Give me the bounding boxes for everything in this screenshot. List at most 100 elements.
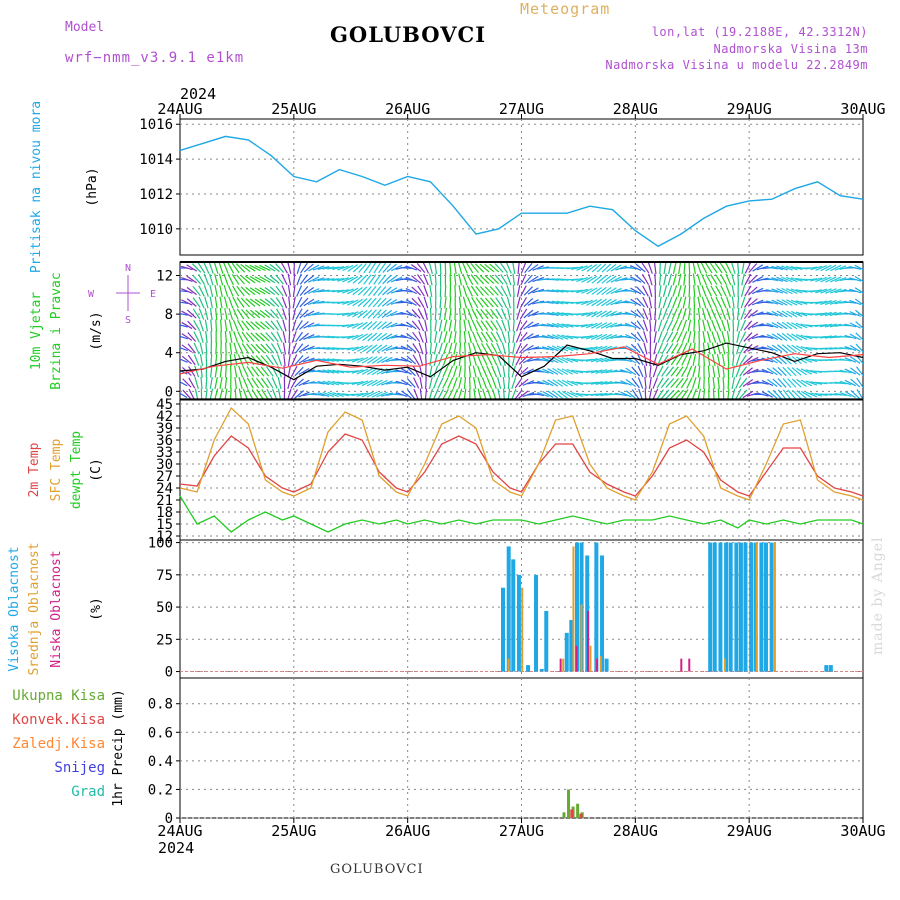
wind-arrow [687, 307, 691, 321]
wind-arrow [444, 284, 447, 298]
y-tick-label: 0.6 [148, 725, 173, 741]
wind-arrow [705, 296, 712, 309]
wind-arrow [303, 287, 315, 295]
wind-arrow [352, 322, 364, 329]
wind-arrow [527, 287, 539, 295]
wind-arrow [479, 263, 490, 273]
wind-arrow [696, 273, 702, 286]
wind-arrow [214, 353, 218, 367]
wind-arrow [332, 277, 345, 282]
wind-arrow [351, 333, 364, 341]
wind-arrow [505, 262, 512, 274]
wind-arrow [259, 309, 271, 319]
wind-arrow [317, 266, 330, 270]
wind-arrow [298, 391, 310, 398]
wind-arrow [546, 323, 559, 328]
wind-arrow [511, 354, 516, 366]
cloud-bar-1 [580, 604, 583, 672]
wind-arrow [204, 319, 209, 332]
wind-arrow [739, 342, 747, 355]
y-tick-label: 1016 [139, 117, 173, 133]
wind-arrow [182, 389, 192, 400]
wind-arrow [193, 320, 201, 331]
wind-arrow [502, 376, 506, 390]
wind-arrow [203, 285, 209, 297]
wind-arrow [630, 287, 642, 295]
wind-arrow [476, 354, 483, 366]
temp-line-dewpt-temp [179, 495, 864, 533]
wind-arrow [725, 285, 732, 297]
cloud-bar-0 [604, 658, 609, 672]
wind-arrow [439, 296, 442, 309]
wind-arrow [495, 319, 503, 332]
wind-arrow [288, 307, 291, 321]
wind-arrow [434, 262, 438, 275]
wind-arrow [209, 365, 213, 378]
y-tick-label: 21 [156, 493, 173, 509]
wind-arrow [624, 289, 637, 293]
wind-arrow [275, 308, 284, 320]
wind-arrow [777, 344, 788, 353]
wind-arrow [224, 376, 228, 390]
wind-arrow [432, 377, 439, 389]
wind-arrow [265, 354, 274, 366]
wind-arrow [725, 262, 732, 274]
wind-arrow [192, 263, 202, 273]
wind-arrow [227, 262, 235, 274]
wind-arrow [496, 354, 502, 366]
wind-arrow [656, 389, 664, 400]
wind-arrow [683, 273, 686, 286]
wind-arrow [181, 288, 193, 294]
wind-arrow [619, 324, 632, 327]
wind-arrow [590, 334, 603, 340]
wind-arrow [327, 391, 340, 398]
wind-arrow [214, 296, 218, 309]
wind-arrow [453, 262, 457, 275]
wind-arrow [512, 330, 516, 344]
wind-arrow [523, 286, 533, 296]
wind-arrow [475, 274, 485, 285]
wind-arrow [772, 389, 782, 400]
wind-arrow [663, 262, 667, 275]
wind-arrow [229, 365, 232, 378]
wind-arrow [719, 262, 728, 274]
wind-arrow [657, 331, 663, 343]
wind-arrow [635, 274, 646, 285]
wind-arrow [180, 347, 188, 352]
footer-station: GOLUBOVCI [330, 862, 424, 877]
cloud-bar-0 [728, 542, 733, 672]
wind-arrow [452, 377, 458, 389]
wind-arrow [682, 284, 687, 298]
wind-arrow [657, 342, 663, 355]
wind-arrow [234, 365, 238, 378]
wind-arrow [606, 275, 617, 284]
wind-arrow [377, 286, 387, 296]
wind-arrow [317, 369, 330, 374]
wind-arrow [227, 285, 234, 297]
wind-arrow [373, 262, 381, 274]
wind-arrow [405, 265, 418, 271]
precip-bar-0 [567, 789, 571, 818]
wind-arrow [466, 285, 473, 297]
wind-arrow [218, 273, 224, 286]
wind-arrow [576, 300, 589, 305]
compass-n-label: N [125, 263, 131, 274]
wind-arrow [238, 365, 243, 378]
wind-arrow [351, 369, 364, 374]
y-tick-label: 12 [156, 529, 173, 545]
wind-arrow [506, 296, 512, 309]
panel-ylabel-cloud: Visoka Oblacnost [7, 546, 22, 671]
x-tick-label-top: 30AUG [840, 100, 885, 118]
wind-arrow [298, 356, 310, 364]
wind-arrow [238, 377, 243, 389]
wind-arrow [204, 308, 209, 320]
y-tick-label: 1010 [139, 222, 173, 238]
wind-arrow [662, 285, 668, 297]
wind-arrow [438, 331, 443, 343]
wind-arrow [825, 276, 837, 283]
wind-arrow [849, 344, 861, 353]
wind-arrow [368, 262, 376, 274]
wind-arrow [466, 262, 474, 274]
wind-arrow [829, 288, 842, 294]
wind-arrow [648, 376, 652, 390]
